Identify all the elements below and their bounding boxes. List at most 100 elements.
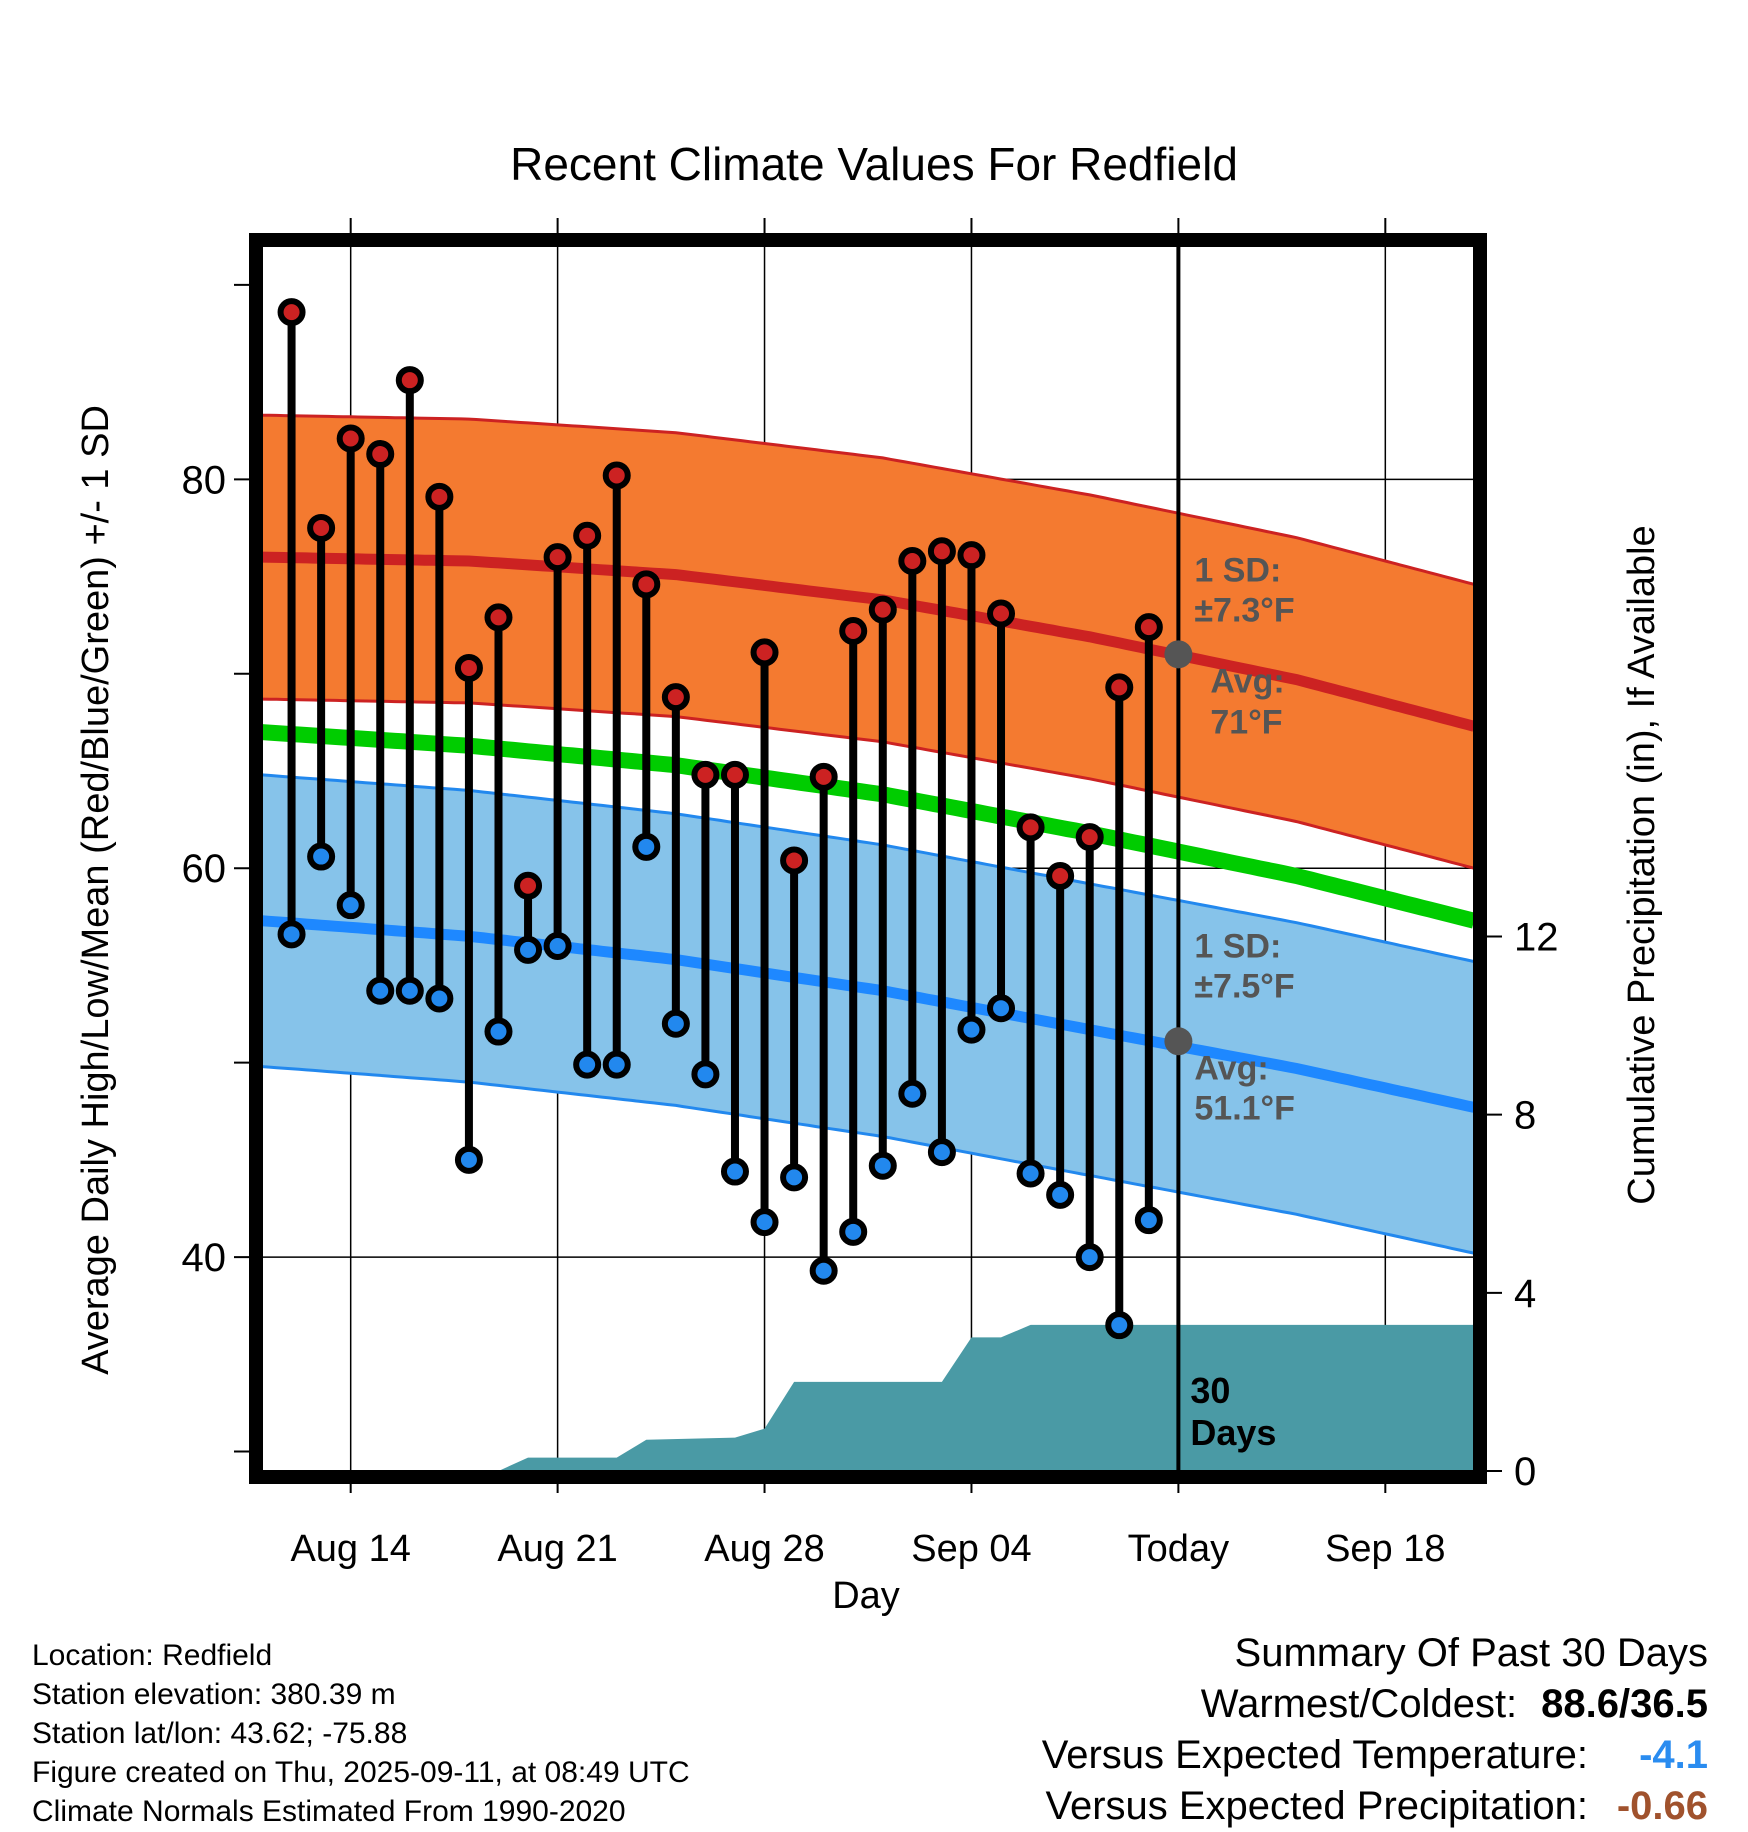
daily-low-point <box>839 1217 868 1246</box>
today-avg-high-marker <box>1164 640 1193 669</box>
daily-low-point <box>868 1151 897 1180</box>
daily-high-point <box>839 617 868 645</box>
daily-high-point <box>957 541 986 570</box>
daily-high-point <box>1075 823 1104 852</box>
daily-low-point <box>720 1157 749 1186</box>
daily-high-point <box>632 570 661 599</box>
low-avg-value: 51.1°F <box>1194 1089 1295 1127</box>
daily-low-point <box>1046 1180 1075 1209</box>
chart-title: Recent Climate Values For Redfield <box>510 138 1238 190</box>
daily-high-point <box>927 537 956 566</box>
daily-low-point <box>957 1015 986 1044</box>
warm-cold-value: 88.6/36.5 <box>1541 1682 1708 1726</box>
daily-high-point <box>514 871 543 900</box>
y-left-tick-label: 80 <box>182 458 227 502</box>
daily-low-point <box>661 1009 690 1038</box>
daily-low-point <box>602 1050 631 1079</box>
x-tick-label: Sep 18 <box>1325 1528 1445 1570</box>
today-avg-low-marker <box>1164 1027 1193 1056</box>
daily-high-point <box>395 366 424 395</box>
daily-low-point <box>454 1145 483 1174</box>
daily-high-point <box>1105 673 1134 702</box>
daily-high-point <box>661 683 690 712</box>
temp-row: Versus Expected Temperature: -4.1 <box>1042 1730 1708 1781</box>
daily-low-point <box>514 935 543 964</box>
normals-text: Climate Normals Estimated From 1990-2020 <box>32 1795 626 1828</box>
location-text: Location: Redfield <box>32 1639 273 1672</box>
high-sd-band <box>262 415 1474 869</box>
x-tick-label: Aug 14 <box>290 1528 410 1570</box>
daily-low-point <box>780 1163 809 1192</box>
daily-low-point <box>750 1208 779 1237</box>
latlon-text: Station lat/lon: 43.62; -75.88 <box>32 1717 408 1750</box>
daily-high-point <box>454 653 483 682</box>
elevation-text: Station elevation: 380.39 m <box>32 1678 396 1711</box>
daily-low-point <box>1134 1206 1163 1235</box>
x-tick-label: Sep 04 <box>911 1528 1031 1570</box>
y-right-tick-label: 4 <box>1514 1272 1536 1316</box>
daily-low-point <box>1075 1243 1104 1272</box>
daily-high-point <box>543 543 572 572</box>
high-sd-value: ±7.3°F <box>1194 591 1294 629</box>
y-left-tick-label: 60 <box>182 847 227 891</box>
daily-low-point <box>543 932 572 960</box>
warm-cold-label: Warmest/Coldest: <box>1200 1682 1518 1726</box>
temp-value: -4.1 <box>1639 1733 1708 1777</box>
daily-high-point <box>573 521 602 550</box>
summary-title: Summary Of Past 30 Days <box>1234 1631 1708 1675</box>
daily-low-point <box>632 832 661 861</box>
days-word-label: Days <box>1190 1412 1276 1453</box>
average-high-line <box>262 551 1474 732</box>
y-axis-label-right: Cumulative Precipitation (in), If Availa… <box>1621 525 1663 1204</box>
daily-low-point <box>987 994 1016 1023</box>
climate-chart: Recent Climate Values For Redfield 1 SD:… <box>75 138 1663 1617</box>
average-low-line <box>262 915 1474 1113</box>
high-avg-value: 71°F <box>1210 703 1282 741</box>
x-tick-label: Today <box>1128 1528 1229 1570</box>
high-avg-label: Avg: <box>1210 662 1284 700</box>
daily-high-point <box>1046 862 1075 890</box>
daily-low-point <box>809 1256 838 1285</box>
daily-low-point <box>425 984 454 1013</box>
daily-high-point <box>1016 813 1045 842</box>
summary-panel: Summary Of Past 30 Days Warmest/Coldest:… <box>1042 1628 1708 1832</box>
daily-high-point <box>987 599 1016 628</box>
daily-high-point <box>720 760 749 789</box>
daily-low-point <box>927 1138 956 1167</box>
daily-high-point <box>780 846 809 875</box>
daily-low-point <box>336 891 365 920</box>
daily-low-point <box>898 1079 927 1108</box>
created-text: Figure created on Thu, 2025-09-11, at 08… <box>32 1756 690 1789</box>
daily-high-point <box>336 424 365 453</box>
daily-low-point <box>395 976 424 1005</box>
y-right-tick-label: 8 <box>1514 1094 1536 1138</box>
daily-low-point <box>277 920 306 949</box>
high-sd-band-lower <box>262 697 1474 870</box>
low-avg-label: Avg: <box>1194 1049 1268 1087</box>
daily-low-point <box>573 1050 602 1079</box>
low-sd-band-upper <box>262 773 1474 964</box>
temp-label: Versus Expected Temperature: <box>1041 1733 1588 1777</box>
plot-frame <box>249 233 1487 1484</box>
daily-high-point <box>868 595 897 624</box>
y-left-tick-label: 40 <box>182 1236 227 1280</box>
daily-high-point <box>602 461 631 490</box>
daily-high-point <box>898 547 927 575</box>
daily-high-point <box>366 440 395 469</box>
x-axis-label: Day <box>832 1575 900 1617</box>
y-right-tick-label: 0 <box>1514 1450 1536 1494</box>
daily-low-point <box>1016 1159 1045 1188</box>
days-count-label: 30 <box>1190 1370 1230 1411</box>
daily-low-point <box>307 842 336 871</box>
daily-high-point <box>1134 613 1163 642</box>
precip-label: Versus Expected Precipitation: <box>1045 1784 1588 1828</box>
daily-high-point <box>307 513 336 542</box>
daily-high-point <box>425 482 454 511</box>
daily-low-point <box>366 976 395 1005</box>
low-sd-label: 1 SD: <box>1194 927 1281 965</box>
high-sd-label: 1 SD: <box>1194 551 1281 589</box>
low-sd-band <box>262 774 1474 1254</box>
daily-high-point <box>277 298 306 327</box>
